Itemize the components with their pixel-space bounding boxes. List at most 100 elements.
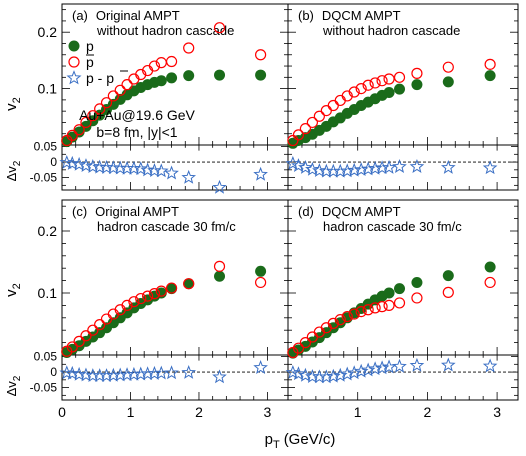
cuts-label: b=8 fm, |y|<1 [96,124,177,140]
data-point-diff [64,365,80,380]
panel-title: (c) Original AMPT [72,204,179,219]
data-point-pbar [393,71,406,83]
data-point-pbar [320,104,332,117]
x-tick-label: 2 [195,404,203,420]
dylabel-bottom-main: Δv [4,381,19,397]
data-point-p [214,270,226,282]
data-point-pbar [121,79,133,91]
data-point-diff [291,158,306,173]
legend-marker-pbar [68,56,80,68]
data-point-pbar [393,297,406,309]
data-point-p [166,72,178,84]
data-point-pbar [327,99,339,112]
data-point-diff [92,368,107,383]
legend-marker-diff [66,70,82,85]
panel-title: (a) Original AMPT [72,8,180,23]
data-point-pbar [66,129,78,142]
data-point-pbar [114,84,126,96]
panel-letter: (c) [72,204,87,219]
data-point-diff [153,163,169,178]
xlabel: pT (GeV/c) [265,431,336,451]
data-point-p [383,287,395,299]
data-point-diff [181,364,197,379]
data-point-pbar [334,314,346,326]
data-point-pbar [255,276,267,289]
data-point-pbar [87,324,99,336]
data-point-diff [253,360,268,374]
data-point-pbar [87,110,99,122]
dy-tick-label: 0 [50,365,57,379]
data-point-pbar [442,286,454,298]
panel-title-line1: Original AMPT [96,8,180,23]
data-point-pbar [484,58,496,70]
system-label: Au+Au@19.6 GeV [79,107,195,123]
data-point-pbar [183,278,195,290]
data-point-pbar [165,55,178,68]
data-point-pbar [142,290,154,302]
dy-tick-label: 0.05 [34,350,58,364]
panel-title: (b) DQCM AMPT [298,8,401,23]
data-point-pbar [411,67,423,79]
data-point-pbar [341,90,353,102]
panel-frame [287,199,519,401]
data-point-p [442,270,454,282]
data-point-diff [367,361,383,376]
data-point-diff [164,165,179,180]
data-point-p [442,76,454,88]
y-tick-label: 0.1 [38,81,58,97]
data-point-diff [353,363,369,378]
panel-title-line2: without hadron cascade [322,23,460,38]
xlabel-unit: (GeV/c) [284,431,336,448]
data-point-pbar [213,260,226,272]
data-point-pbar [128,296,140,308]
dylabel-top-main: Δv [4,166,19,182]
x-tick-label: 1 [127,404,135,420]
ylabel-bottom-main: v [3,289,20,297]
data-point-pbar [383,73,395,85]
y-tick-label: 0.2 [38,223,58,239]
data-point-diff [409,159,425,173]
y-tick-label: 0.2 [38,24,58,40]
x-tick-label: 2 [423,404,431,420]
data-point-pbar [128,73,140,85]
ylabel-bottom-sub: 2 [11,283,23,289]
xlabel-sub: T [273,439,280,451]
data-point-pbar [73,124,85,136]
legend-label-diff: p - p [86,70,114,86]
data-point-diff [133,161,149,176]
data-point-pbar [148,60,161,72]
data-point-pbar [255,49,267,61]
legend-label-p: p [86,38,94,54]
ylabel-bottom: v2 [3,283,23,297]
data-point-pbar [80,116,92,129]
data-point-diff [305,161,320,176]
data-point-pbar [73,335,85,347]
x-tick-label: 0 [58,404,66,420]
data-point-pbar [411,292,423,304]
data-point-pbar [355,82,367,95]
data-point-pbar [100,97,113,109]
data-point-diff [253,166,268,181]
data-point-pbar [292,342,305,354]
data-point-diff [353,162,369,177]
data-point-pbar [376,301,388,313]
legend: p p p - p [66,38,128,86]
dy-tick-label: 0.05 [34,140,58,154]
xlabel-main: p [265,431,273,448]
data-point-p [411,79,423,91]
dylabel-top-sub: 2 [12,160,23,166]
data-point-pbar [94,319,106,331]
data-point-pbar [299,123,312,135]
dylabel-bottom-sub: 2 [12,375,23,381]
data-point-diff [346,162,362,177]
panel-title-line1: Original AMPT [95,204,179,219]
data-point-diff [360,362,376,377]
data-point-pbar [334,94,346,107]
data-point-p [394,283,406,295]
data-point-diff [381,159,397,174]
data-point-p [155,75,167,87]
data-point-diff [332,367,348,382]
